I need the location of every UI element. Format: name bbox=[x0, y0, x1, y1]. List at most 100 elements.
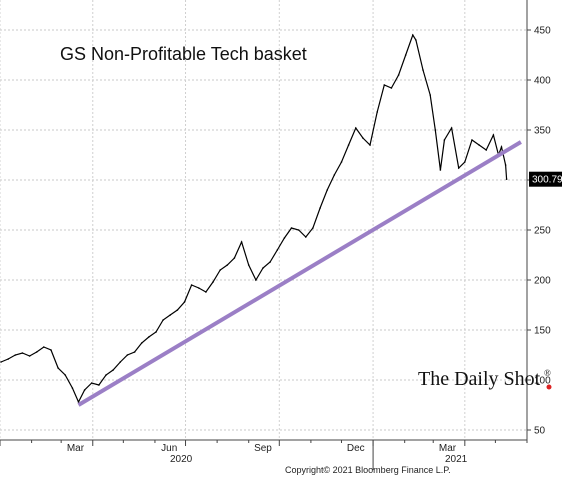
price-point bbox=[57, 367, 59, 369]
price-point bbox=[443, 139, 446, 141]
y-tick-label: 400 bbox=[534, 76, 551, 87]
price-point bbox=[90, 382, 93, 384]
price-point bbox=[404, 54, 407, 56]
last-value-label: 300.79 bbox=[532, 175, 563, 186]
price-point bbox=[198, 287, 200, 289]
price-point bbox=[276, 249, 279, 251]
y-tick-label: 350 bbox=[534, 126, 551, 137]
price-point bbox=[383, 84, 386, 86]
price-point bbox=[429, 94, 432, 96]
price-point bbox=[148, 336, 150, 338]
price-point bbox=[50, 349, 52, 351]
price-point bbox=[471, 139, 473, 141]
price-point bbox=[83, 389, 86, 391]
price-point bbox=[355, 127, 357, 129]
price-point bbox=[333, 174, 336, 176]
price-point bbox=[450, 127, 453, 129]
price-point bbox=[305, 236, 307, 238]
price-point bbox=[478, 144, 480, 146]
price-point bbox=[376, 111, 379, 113]
y-tick-label: 250 bbox=[534, 226, 551, 237]
y-tick-label: 50 bbox=[534, 426, 546, 437]
price-point bbox=[98, 384, 100, 386]
price-point bbox=[312, 227, 314, 229]
chart-title: GS Non-Profitable Tech basket bbox=[60, 44, 307, 64]
price-point bbox=[176, 309, 179, 311]
price-point bbox=[162, 319, 164, 321]
x-tick-label: Mar bbox=[67, 443, 85, 454]
price-point bbox=[326, 189, 329, 191]
price-point bbox=[362, 137, 364, 139]
price-point bbox=[457, 167, 460, 169]
price-point bbox=[112, 369, 114, 371]
price-point bbox=[415, 39, 417, 41]
price-point bbox=[64, 374, 66, 376]
price-point bbox=[7, 358, 9, 360]
price-point bbox=[269, 261, 271, 263]
x-tick-label: Sep bbox=[254, 443, 272, 454]
price-point bbox=[390, 87, 393, 89]
price-point bbox=[205, 291, 207, 293]
price-point bbox=[500, 146, 503, 148]
y-tick-label: 100 bbox=[534, 376, 551, 387]
y-tick-label: 200 bbox=[534, 276, 551, 287]
price-point bbox=[0, 361, 2, 363]
x-year-label-2020: 2020 bbox=[170, 454, 193, 465]
price-point bbox=[226, 264, 229, 266]
price-point bbox=[183, 301, 186, 303]
price-point bbox=[212, 281, 214, 283]
last-value-badge: 300.79 bbox=[529, 171, 563, 187]
price-point bbox=[319, 207, 321, 209]
price-point bbox=[35, 351, 38, 353]
price-point bbox=[504, 164, 507, 166]
price-point bbox=[485, 149, 488, 151]
price-point bbox=[347, 144, 350, 146]
watermark: The Daily Shot bbox=[418, 368, 541, 390]
x-tick-label: Mar bbox=[439, 443, 457, 454]
plot-background bbox=[0, 0, 527, 440]
watermark-dot bbox=[546, 384, 552, 390]
price-point bbox=[297, 229, 300, 231]
price-point bbox=[340, 161, 343, 163]
price-point bbox=[77, 401, 80, 403]
price-point bbox=[369, 144, 371, 146]
price-point bbox=[169, 314, 171, 316]
price-point bbox=[155, 331, 157, 333]
price-point bbox=[233, 257, 236, 259]
price-point bbox=[71, 387, 74, 389]
trend-line bbox=[77, 140, 522, 407]
x-tick-label: Dec bbox=[347, 443, 365, 454]
x-axis-ticks: Mar Jun Sep Dec Mar bbox=[0, 440, 528, 470]
x-year-label-2021: 2021 bbox=[445, 454, 468, 465]
price-point bbox=[505, 178, 508, 180]
price-point bbox=[219, 269, 221, 271]
series-layer bbox=[0, 33, 522, 407]
series-price-line bbox=[0, 33, 508, 404]
price-point bbox=[28, 355, 31, 357]
y-tick-label: 450 bbox=[534, 26, 551, 37]
price-point bbox=[255, 279, 257, 281]
copyright-note: Copyright© 2021 Bloomberg Finance L.P. bbox=[285, 465, 451, 475]
last-value-box bbox=[529, 171, 562, 187]
price-point bbox=[283, 237, 286, 239]
price-point bbox=[119, 361, 122, 363]
price-point bbox=[247, 264, 250, 266]
price-point bbox=[240, 241, 243, 243]
price-point bbox=[464, 161, 466, 163]
price-point bbox=[439, 169, 442, 171]
price-point bbox=[43, 346, 45, 348]
price-point bbox=[14, 354, 17, 356]
price-point bbox=[133, 351, 136, 353]
price-point bbox=[397, 74, 400, 76]
price-point bbox=[140, 342, 143, 344]
y-tick-label: 150 bbox=[534, 326, 551, 337]
price-point bbox=[126, 354, 129, 356]
watermark-mark: ® bbox=[544, 368, 551, 378]
price-point bbox=[290, 227, 293, 229]
price-point bbox=[190, 284, 193, 286]
price-point bbox=[412, 34, 414, 36]
price-point bbox=[434, 129, 437, 131]
grid-lines bbox=[0, 0, 527, 440]
price-point bbox=[422, 69, 424, 71]
